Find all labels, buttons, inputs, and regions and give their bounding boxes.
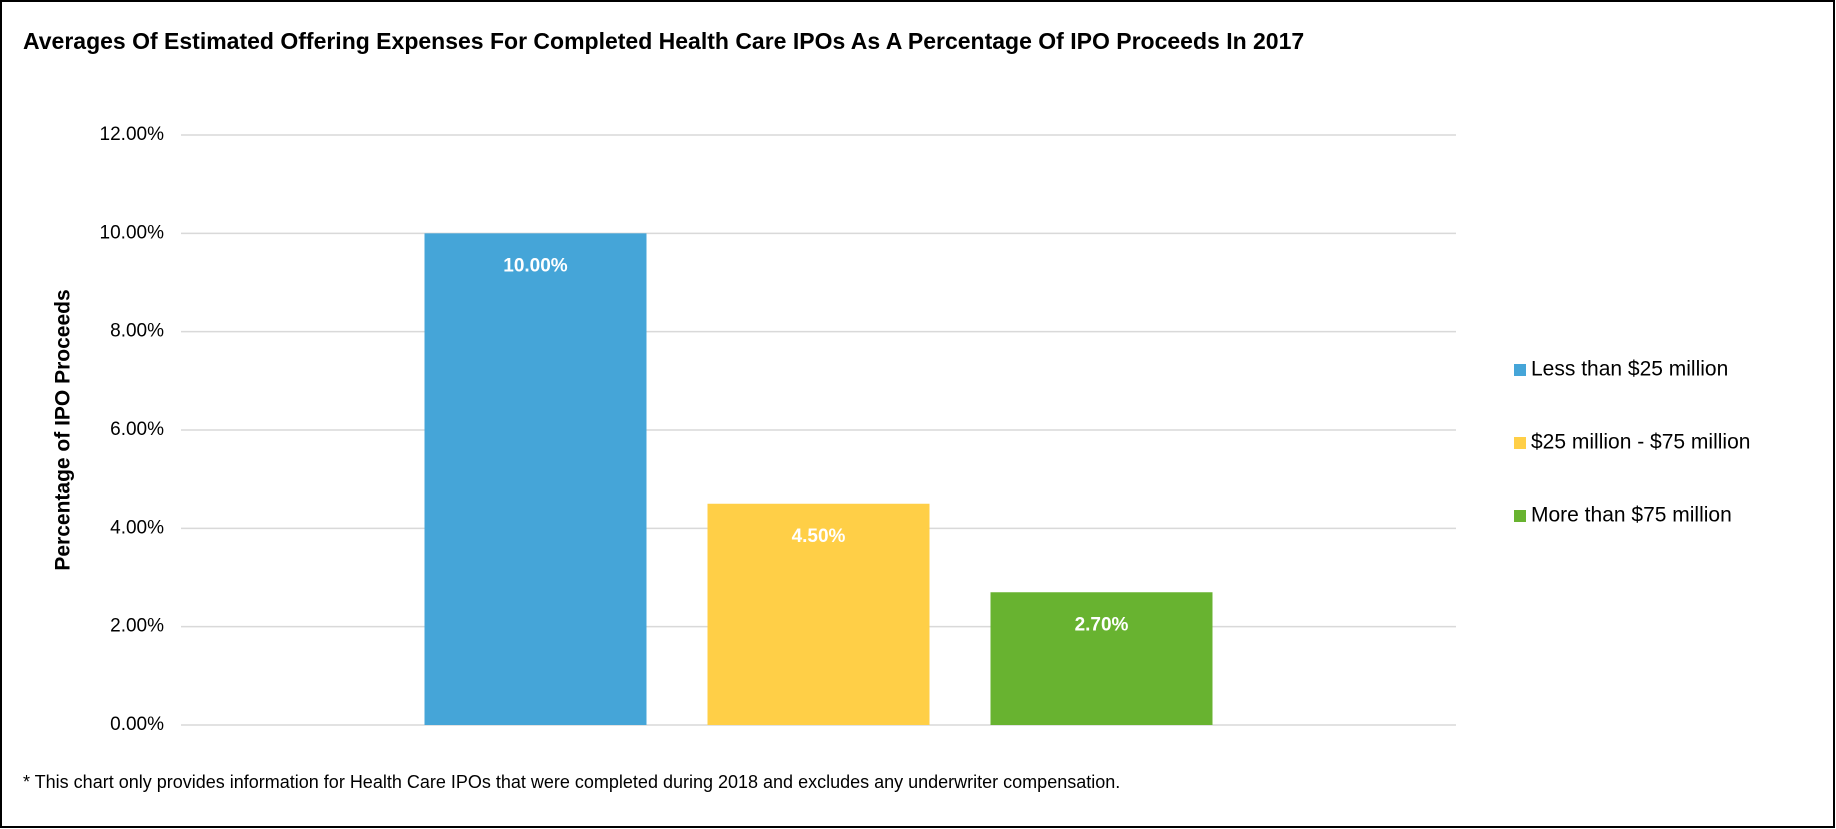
- bar: [707, 503, 930, 725]
- data-label: 2.70%: [1075, 614, 1129, 635]
- data-label: 10.00%: [503, 255, 568, 276]
- chart-title: Averages Of Estimated Offering Expenses …: [23, 28, 1304, 54]
- bar: [424, 233, 647, 726]
- y-tick-label: 6.00%: [110, 419, 164, 440]
- y-tick-label: 4.00%: [110, 517, 164, 538]
- legend-label: $25 million - $75 million: [1531, 431, 1750, 454]
- bar: [990, 592, 1213, 725]
- y-tick-label: 2.00%: [110, 616, 164, 637]
- y-tick-label: 8.00%: [110, 321, 164, 342]
- legend-label: Less than $25 million: [1531, 358, 1728, 381]
- data-label: 4.50%: [792, 526, 846, 547]
- y-axis-label: Percentage of IPO Proceeds: [52, 289, 75, 570]
- footnote: * This chart only provides information f…: [23, 772, 1120, 792]
- legend-swatch: [1514, 437, 1526, 449]
- legend-label: More than $75 million: [1531, 504, 1732, 527]
- y-tick-label: 10.00%: [100, 222, 165, 243]
- legend-swatch: [1514, 364, 1526, 376]
- legend-swatch: [1514, 510, 1526, 522]
- y-tick-label: 12.00%: [100, 124, 165, 145]
- y-tick-label: 0.00%: [110, 714, 164, 735]
